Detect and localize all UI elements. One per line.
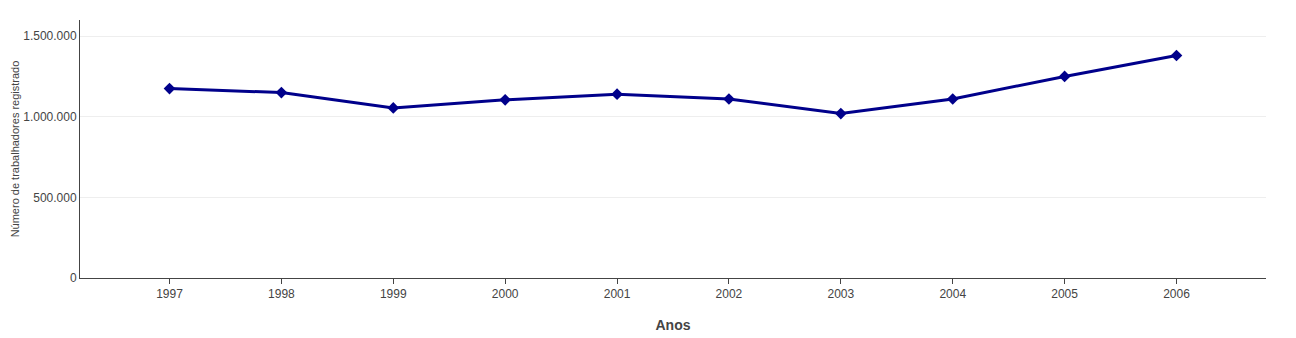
- svg-text:0: 0: [70, 271, 77, 285]
- svg-text:1998: 1998: [268, 287, 295, 301]
- svg-text:1999: 1999: [380, 287, 407, 301]
- svg-text:1.500.000: 1.500.000: [23, 29, 77, 43]
- svg-text:2004: 2004: [939, 287, 966, 301]
- svg-text:2006: 2006: [1163, 287, 1190, 301]
- svg-text:2003: 2003: [827, 287, 854, 301]
- svg-text:2002: 2002: [716, 287, 743, 301]
- svg-text:500.000: 500.000: [33, 191, 77, 205]
- svg-text:1.000.000: 1.000.000: [23, 110, 77, 124]
- svg-text:Número de trabalhadores regist: Número de trabalhadores registrado: [9, 61, 21, 238]
- svg-text:1997: 1997: [156, 287, 183, 301]
- svg-text:2005: 2005: [1051, 287, 1078, 301]
- svg-text:2000: 2000: [492, 287, 519, 301]
- svg-text:Anos: Anos: [656, 317, 691, 333]
- svg-text:2001: 2001: [604, 287, 631, 301]
